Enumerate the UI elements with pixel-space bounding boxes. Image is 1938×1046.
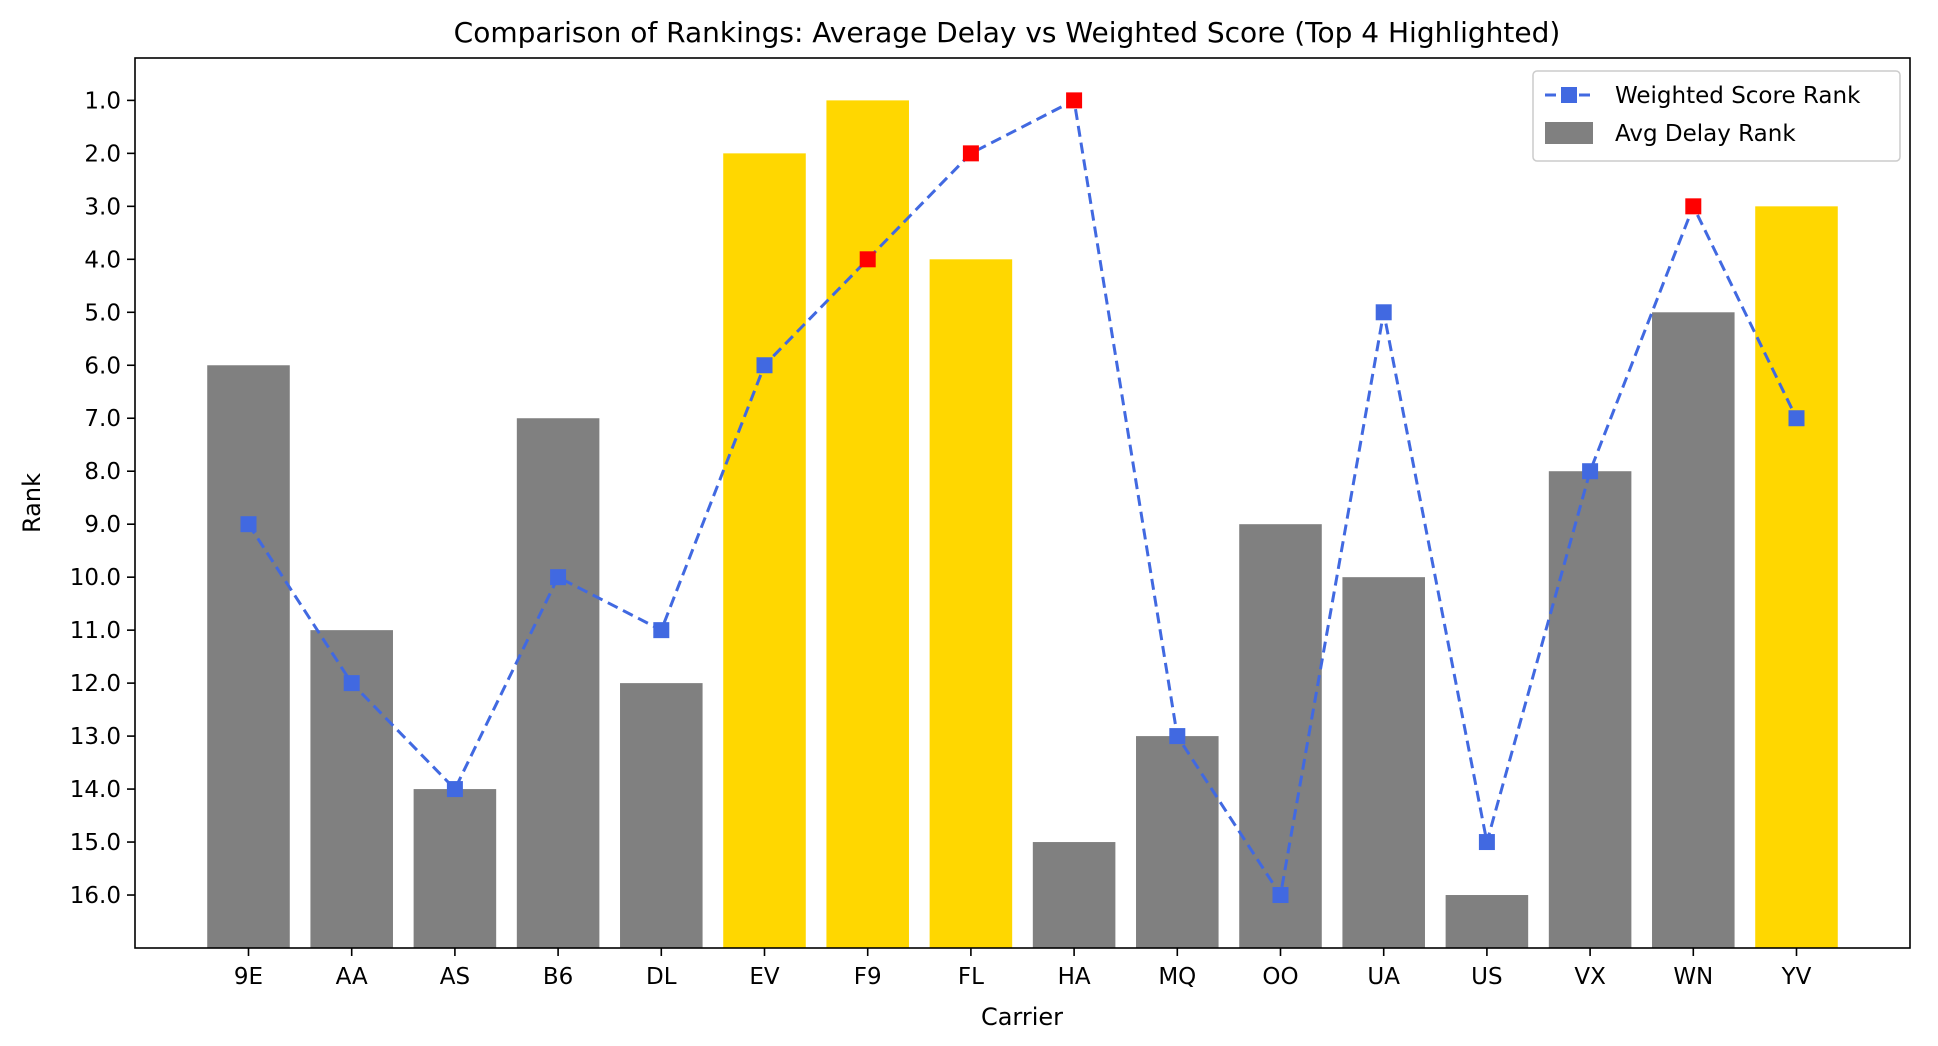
x-tick-label: YV	[1781, 964, 1812, 990]
legend: Weighted Score Rank Avg Delay Rank	[1532, 70, 1901, 162]
bar-9E	[207, 365, 290, 948]
legend-label-weighted: Weighted Score Rank	[1615, 83, 1861, 109]
marker-EV	[756, 357, 773, 374]
x-tick-label: VX	[1574, 964, 1606, 990]
marker-HA	[1066, 92, 1083, 109]
bar-group	[207, 100, 1838, 949]
chart-title: Comparison of Rankings: Average Delay vs…	[454, 16, 1561, 49]
x-tick-label: MQ	[1158, 964, 1196, 990]
marker-OO	[1272, 887, 1289, 904]
marker-AS	[446, 781, 463, 798]
y-tick-label: 8.0	[84, 459, 121, 485]
bar-HA	[1032, 842, 1116, 948]
x-tick-label: OO	[1262, 964, 1298, 990]
bar-UA	[1342, 577, 1425, 948]
x-tick-label: US	[1471, 964, 1502, 990]
line-group	[240, 92, 1805, 904]
x-tick-label: HA	[1058, 964, 1091, 990]
y-tick-label: 16.0	[70, 883, 121, 909]
bar-F9	[826, 100, 909, 948]
x-tick-label: EV	[749, 964, 780, 990]
y-tick-label: 13.0	[70, 724, 121, 750]
y-tick-label: 15.0	[70, 830, 121, 856]
x-tick-label: 9E	[234, 964, 263, 990]
marker-B6	[550, 569, 567, 586]
marker-FL	[962, 145, 979, 162]
x-axis-label: Carrier	[981, 1003, 1063, 1031]
x-tick-label: B6	[543, 964, 573, 990]
bar-VX	[1548, 471, 1632, 948]
bar-EV	[723, 153, 806, 948]
marker-VX	[1582, 463, 1599, 480]
bar-B6	[516, 418, 600, 948]
x-tick-label: UA	[1367, 964, 1400, 990]
bar-US	[1445, 895, 1529, 948]
x-tick-label: DL	[646, 964, 677, 990]
y-tick-label: 1.0	[84, 88, 121, 114]
y-tick-label: 11.0	[70, 618, 121, 644]
x-tick-label: AA	[336, 964, 368, 990]
bar-DL	[620, 683, 703, 948]
marker-YV	[1788, 410, 1805, 427]
bar-MQ	[1136, 736, 1219, 948]
legend-label-avg-delay: Avg Delay Rank	[1615, 121, 1796, 147]
y-tick-label: 9.0	[84, 512, 121, 538]
marker-9E	[240, 516, 257, 533]
y-tick-label: 12.0	[70, 671, 121, 697]
legend-bar-swatch	[1545, 122, 1593, 144]
y-axis: 1.0 2.0 3.0 4.0 5.0 6.0 7.0 8.0 9.0 10.0 11.0 12.0 1…	[70, 88, 135, 909]
y-tick-label: 7.0	[84, 406, 121, 432]
marker-DL	[653, 622, 670, 639]
bar-YV	[1755, 206, 1838, 949]
marker-UA	[1375, 304, 1392, 321]
legend-box	[1532, 70, 1901, 162]
y-tick-label: 2.0	[84, 141, 121, 167]
marker-WN	[1685, 198, 1702, 215]
x-tick-label: F9	[854, 964, 882, 990]
y-tick-label: 10.0	[70, 565, 121, 591]
y-axis-label: Rank	[18, 473, 46, 533]
marker-AA	[343, 675, 360, 692]
y-tick-label: 14.0	[70, 777, 121, 803]
y-tick-label: 3.0	[84, 194, 121, 220]
marker-MQ	[1169, 728, 1186, 745]
y-tick-label: 6.0	[84, 353, 121, 379]
x-tick-label: WN	[1673, 964, 1713, 990]
legend-marker-swatch	[1561, 87, 1577, 103]
x-tick-label: FL	[958, 964, 984, 990]
marker-US	[1478, 834, 1495, 851]
y-tick-label: 4.0	[84, 247, 121, 273]
bar-FL	[929, 259, 1013, 948]
marker-F9	[859, 251, 876, 268]
weighted-score-line	[247, 98, 1798, 900]
x-tick-label: AS	[440, 964, 470, 990]
bar-WN	[1652, 312, 1735, 948]
y-tick-label: 5.0	[84, 300, 121, 326]
x-axis: 9E AA AS B6 DL EV F9 FL HA MQ OO UA US VX WN YV	[234, 948, 1812, 990]
plot-frame	[134, 57, 1911, 949]
bar-AS	[413, 789, 497, 948]
